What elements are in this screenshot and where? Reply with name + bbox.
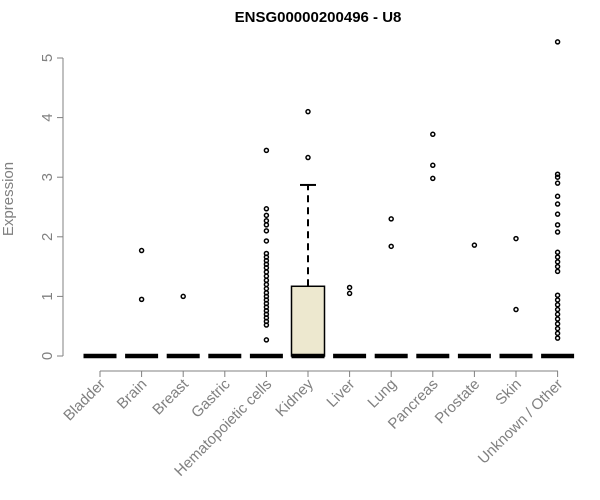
outlier-point — [180, 293, 186, 300]
box-kidney — [290, 108, 326, 359]
y-axis-ticks: 0 1 2 3 4 5 — [39, 54, 63, 360]
outlier-point — [263, 277, 270, 284]
outlier-point — [554, 311, 561, 318]
outlier-point — [554, 292, 561, 298]
outlier-point — [554, 306, 561, 313]
outlier-point — [554, 297, 561, 303]
y-tick-label: 5 — [39, 54, 56, 62]
outlier-point — [263, 206, 270, 212]
outlier-point — [430, 131, 436, 138]
outlier-point — [138, 296, 145, 303]
outlier-point — [263, 285, 270, 292]
x-tick-label-liver: Liver — [323, 376, 358, 411]
outlier-point — [263, 269, 270, 275]
outlier-point — [138, 247, 145, 254]
box-brain — [125, 247, 159, 359]
y-tick-label: 1 — [39, 292, 56, 300]
x-tick-label-kidney: Kidney — [272, 375, 317, 420]
box-skin — [499, 235, 533, 359]
outlier-point — [554, 201, 561, 207]
outlier-point — [554, 301, 561, 308]
outlier-point — [554, 321, 561, 327]
box-hematopoietic-cells — [249, 147, 283, 359]
outlier-point — [346, 284, 353, 291]
outlier-point — [430, 162, 436, 169]
outlier-point — [554, 316, 561, 322]
y-tick-label: 3 — [39, 173, 56, 181]
x-tick-label-skin: Skin — [492, 376, 525, 409]
outlier-point — [554, 325, 561, 332]
outlier-point — [554, 174, 561, 180]
outlier-point — [554, 268, 561, 275]
box-body — [290, 285, 326, 357]
outlier-point — [263, 222, 270, 228]
outlier-point — [263, 281, 270, 288]
outlier-point — [513, 235, 519, 242]
x-tick-label-breast: Breast — [149, 375, 192, 418]
x-tick-label-bladder: Bladder — [60, 376, 109, 425]
outlier-point — [471, 242, 478, 248]
box-liver — [333, 284, 367, 359]
outlier-point — [263, 217, 270, 224]
y-tick-label: 4 — [39, 113, 56, 121]
outlier-point — [554, 263, 561, 270]
outlier-point — [263, 228, 270, 234]
y-tick-label: 0 — [39, 352, 56, 360]
outlier-point — [554, 193, 561, 200]
outlier-point — [554, 222, 561, 228]
outlier-point — [263, 290, 270, 296]
outlier-point — [554, 229, 561, 235]
plot-area — [83, 39, 575, 359]
box-prostate — [457, 242, 491, 359]
outlier-point — [554, 249, 561, 256]
outlier-point — [305, 108, 311, 115]
outlier-point — [346, 290, 353, 297]
x-tick-label-brain: Brain — [114, 376, 151, 413]
outlier-point — [263, 147, 270, 154]
outlier-point — [263, 273, 270, 279]
outlier-point — [554, 254, 561, 260]
box-unknown-other — [541, 39, 575, 359]
chart-title: ENSG00000200496 - U8 — [235, 9, 402, 26]
box-lung — [374, 216, 408, 359]
outlier-point — [513, 306, 519, 313]
outlier-point — [554, 171, 561, 177]
outlier-point — [554, 335, 561, 341]
outlier-point — [554, 180, 561, 186]
outlier-point — [554, 330, 561, 337]
outlier-point — [430, 175, 436, 182]
outlier-point — [263, 250, 270, 257]
outlier-point — [554, 259, 561, 265]
outlier-point — [388, 216, 394, 222]
outlier-point — [554, 211, 561, 217]
x-tick-label-prostate: Prostate — [432, 376, 484, 428]
outlier-point — [554, 39, 561, 45]
x-tick-label-lung: Lung — [364, 376, 400, 412]
outlier-point — [263, 337, 270, 343]
outlier-point — [263, 238, 270, 244]
box-pancreas — [416, 131, 450, 359]
y-tick-label: 2 — [39, 233, 56, 241]
y-axis-label: Expression — [0, 162, 17, 236]
box-breast — [166, 293, 200, 359]
outlier-point — [388, 243, 394, 250]
outlier-point — [263, 212, 270, 219]
outlier-point — [305, 154, 311, 161]
